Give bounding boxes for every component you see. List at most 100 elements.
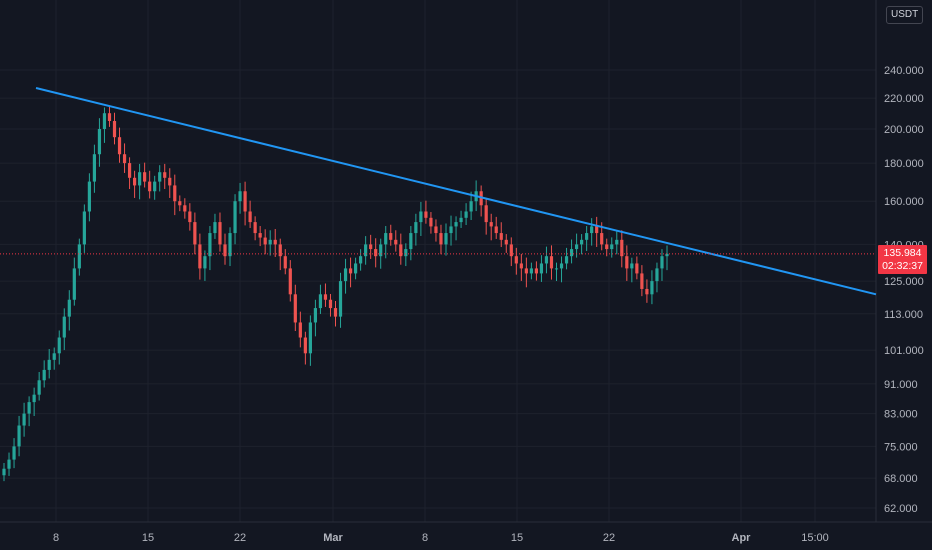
candle-body-4	[22, 413, 26, 426]
y-tick-label-7: 125.000	[884, 276, 924, 288]
candle-body-70	[353, 263, 358, 274]
y-tick-label-1: 68.000	[884, 473, 918, 485]
x-tick-label-8: 15:00	[801, 532, 829, 544]
y-tick-label-5: 101.000	[884, 345, 924, 357]
candle-body-106	[534, 268, 539, 274]
candle-body-65	[328, 299, 333, 309]
candle-body-72	[364, 244, 368, 257]
candle-body-84	[424, 211, 428, 218]
candle-body-107	[539, 263, 544, 274]
bar-countdown: 02:32:37	[882, 260, 923, 272]
candle-body-87	[439, 233, 443, 245]
y-tick-label-6: 113.000	[884, 309, 923, 321]
candle-body-1	[7, 459, 11, 469]
candle-body-14	[72, 268, 76, 300]
candle-body-99	[499, 233, 503, 240]
candle-body-49	[248, 211, 252, 223]
candle-body-47	[238, 191, 242, 202]
candle-body-78	[394, 239, 398, 245]
candle-body-33	[168, 177, 172, 186]
last-price-value: 135.984	[883, 247, 922, 259]
candle-body-118	[595, 226, 599, 234]
candle-body-22	[112, 121, 117, 138]
candle-body-40	[203, 256, 207, 269]
candle-body-46	[233, 201, 237, 234]
candle-body-15	[77, 244, 81, 269]
candle-body-97	[489, 222, 493, 227]
candle-body-53	[268, 239, 272, 245]
candle-body-120	[605, 244, 609, 250]
candle-body-9	[47, 359, 51, 370]
candle-body-121	[610, 244, 614, 250]
candle-body-76	[384, 233, 388, 245]
candle-body-11	[57, 337, 61, 354]
candle-body-45	[228, 233, 232, 257]
candle-body-131	[660, 256, 664, 269]
candle-body-34	[173, 185, 177, 202]
candle-body-93	[469, 201, 473, 212]
candle-body-79	[399, 244, 403, 257]
trendline	[35, 87, 877, 296]
candle-body-82	[414, 222, 418, 234]
candle-body-52	[263, 237, 267, 245]
candle-body-57	[288, 268, 292, 295]
x-tick-label-6: 22	[603, 532, 615, 544]
candle-body-19	[97, 129, 102, 155]
y-tick-label-13: 240.000	[884, 65, 924, 77]
candle-body-0	[2, 468, 6, 476]
candle-body-8	[42, 369, 46, 381]
currency-label[interactable]: USDT	[886, 6, 924, 24]
candle-body-28	[143, 172, 147, 182]
candle-body-12	[62, 316, 66, 338]
y-tick-label-9: 160.000	[884, 196, 924, 208]
candle-body-77	[389, 233, 393, 240]
x-tick-label-7: Apr	[732, 532, 752, 544]
candle-body-102	[514, 256, 518, 264]
y-tick-label-11: 200.000	[884, 124, 924, 136]
candle-body-32	[163, 172, 167, 178]
candle-body-90	[454, 222, 458, 227]
candle-body-114	[574, 244, 579, 250]
candle-body-27	[138, 172, 142, 186]
candle-body-115	[580, 239, 584, 245]
candle-body-89	[449, 226, 453, 234]
candle-body-96	[484, 205, 488, 223]
candle-body-75	[379, 244, 383, 257]
candle-body-48	[243, 191, 247, 212]
candle-body-39	[198, 244, 202, 269]
candle-body-58	[293, 294, 297, 323]
candle-body-51	[258, 233, 262, 238]
candle-body-83	[419, 211, 423, 223]
candle-body-91	[459, 217, 463, 223]
candle-body-13	[67, 299, 71, 317]
candle-body-100	[504, 239, 508, 245]
candle-body-108	[544, 256, 549, 264]
candle-body-109	[549, 256, 554, 269]
candle-body-123	[620, 239, 624, 257]
candle-body-23	[117, 137, 122, 155]
candle-body-55	[278, 244, 282, 257]
candle-body-92	[464, 211, 468, 218]
last-price-tag: 135.984 02:32:37	[878, 245, 927, 274]
candle-body-110	[554, 268, 559, 270]
candle-body-10	[52, 353, 56, 360]
y-tick-label-10: 180.000	[884, 158, 924, 170]
candle-body-24	[122, 154, 127, 164]
candle-body-66	[333, 308, 338, 317]
candle-body-20	[102, 113, 107, 130]
candle-body-2	[12, 446, 16, 460]
candle-body-38	[193, 222, 197, 245]
candle-body-116	[585, 233, 589, 240]
candle-body-54	[273, 239, 277, 245]
candle-body-3	[17, 425, 21, 447]
candle-body-25	[127, 163, 132, 178]
candle-body-16	[82, 211, 86, 245]
candle-body-31	[158, 172, 162, 182]
candle-body-128	[645, 288, 649, 295]
candle-body-59	[298, 322, 302, 338]
candle-body-117	[590, 226, 594, 234]
y-tick-label-4: 91.000	[884, 379, 918, 391]
candle-body-50	[253, 222, 257, 234]
